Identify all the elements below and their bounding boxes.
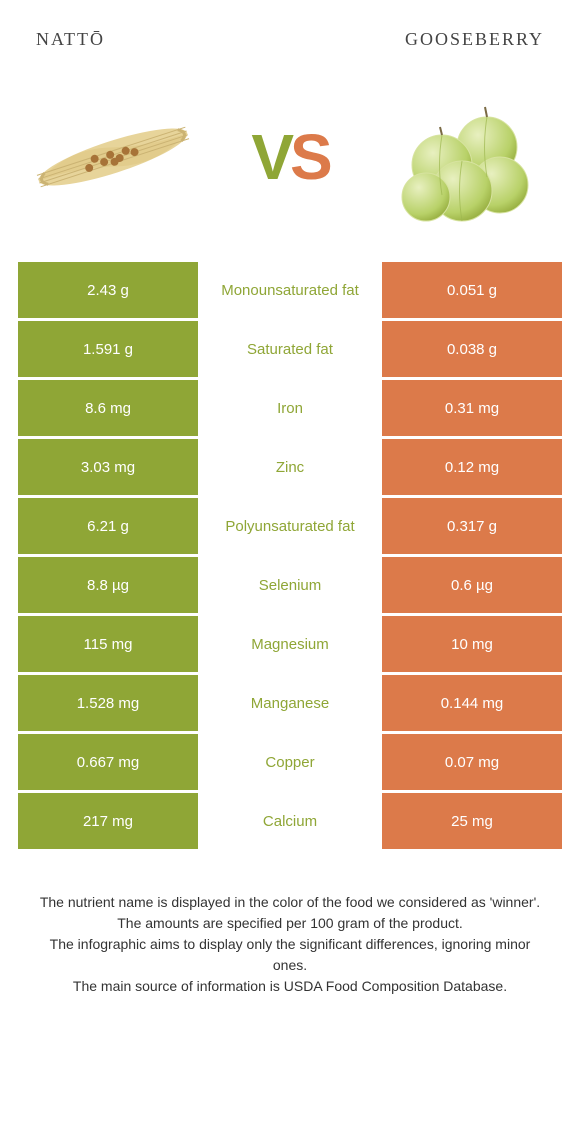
natto-image xyxy=(28,82,198,232)
table-row: 8.6 mgIron0.31 mg xyxy=(18,380,562,436)
vs-v: V xyxy=(251,121,290,193)
vs-s: S xyxy=(290,121,329,193)
cell-right-value: 0.07 mg xyxy=(382,734,562,790)
gooseberry-icon xyxy=(382,87,552,227)
cell-nutrient-label: Magnesium xyxy=(198,616,382,672)
cell-nutrient-label: Polyunsaturated fat xyxy=(198,498,382,554)
cell-right-value: 0.6 µg xyxy=(382,557,562,613)
gooseberry-image xyxy=(382,82,552,232)
natto-icon xyxy=(28,97,198,217)
table-row: 217 mgCalcium25 mg xyxy=(18,793,562,849)
cell-right-value: 0.317 g xyxy=(382,498,562,554)
cell-right-value: 0.12 mg xyxy=(382,439,562,495)
vs-label: VS xyxy=(251,120,328,194)
table-row: 1.528 mgManganese0.144 mg xyxy=(18,675,562,731)
cell-left-value: 6.21 g xyxy=(18,498,198,554)
images-row: VS xyxy=(0,62,580,262)
footer-line-1: The nutrient name is displayed in the co… xyxy=(34,892,546,913)
footer-line-4: The main source of information is USDA F… xyxy=(34,976,546,997)
cell-left-value: 1.591 g xyxy=(18,321,198,377)
table-row: 8.8 µgSelenium0.6 µg xyxy=(18,557,562,613)
cell-nutrient-label: Selenium xyxy=(198,557,382,613)
table-row: 115 mgMagnesium10 mg xyxy=(18,616,562,672)
cell-left-value: 217 mg xyxy=(18,793,198,849)
table-row: 2.43 gMonounsaturated fat0.051 g xyxy=(18,262,562,318)
cell-right-value: 0.051 g xyxy=(382,262,562,318)
cell-nutrient-label: Saturated fat xyxy=(198,321,382,377)
title-left: nattō xyxy=(36,22,105,52)
cell-right-value: 10 mg xyxy=(382,616,562,672)
footer-notes: The nutrient name is displayed in the co… xyxy=(0,852,580,997)
cell-left-value: 8.6 mg xyxy=(18,380,198,436)
cell-right-value: 25 mg xyxy=(382,793,562,849)
cell-nutrient-label: Zinc xyxy=(198,439,382,495)
cell-nutrient-label: Copper xyxy=(198,734,382,790)
cell-right-value: 0.31 mg xyxy=(382,380,562,436)
table-row: 6.21 gPolyunsaturated fat0.317 g xyxy=(18,498,562,554)
cell-right-value: 0.038 g xyxy=(382,321,562,377)
table-row: 0.667 mgCopper0.07 mg xyxy=(18,734,562,790)
cell-nutrient-label: Manganese xyxy=(198,675,382,731)
cell-left-value: 2.43 g xyxy=(18,262,198,318)
header: nattō gooseberry xyxy=(0,0,580,62)
cell-nutrient-label: Iron xyxy=(198,380,382,436)
footer-line-3: The infographic aims to display only the… xyxy=(34,934,546,976)
cell-right-value: 0.144 mg xyxy=(382,675,562,731)
comparison-table: 2.43 gMonounsaturated fat0.051 g1.591 gS… xyxy=(0,262,580,849)
title-right: gooseberry xyxy=(405,22,544,52)
cell-left-value: 115 mg xyxy=(18,616,198,672)
cell-nutrient-label: Monounsaturated fat xyxy=(198,262,382,318)
footer-line-2: The amounts are specified per 100 gram o… xyxy=(34,913,546,934)
table-row: 1.591 gSaturated fat0.038 g xyxy=(18,321,562,377)
cell-left-value: 3.03 mg xyxy=(18,439,198,495)
table-row: 3.03 mgZinc0.12 mg xyxy=(18,439,562,495)
cell-left-value: 0.667 mg xyxy=(18,734,198,790)
cell-nutrient-label: Calcium xyxy=(198,793,382,849)
cell-left-value: 8.8 µg xyxy=(18,557,198,613)
cell-left-value: 1.528 mg xyxy=(18,675,198,731)
